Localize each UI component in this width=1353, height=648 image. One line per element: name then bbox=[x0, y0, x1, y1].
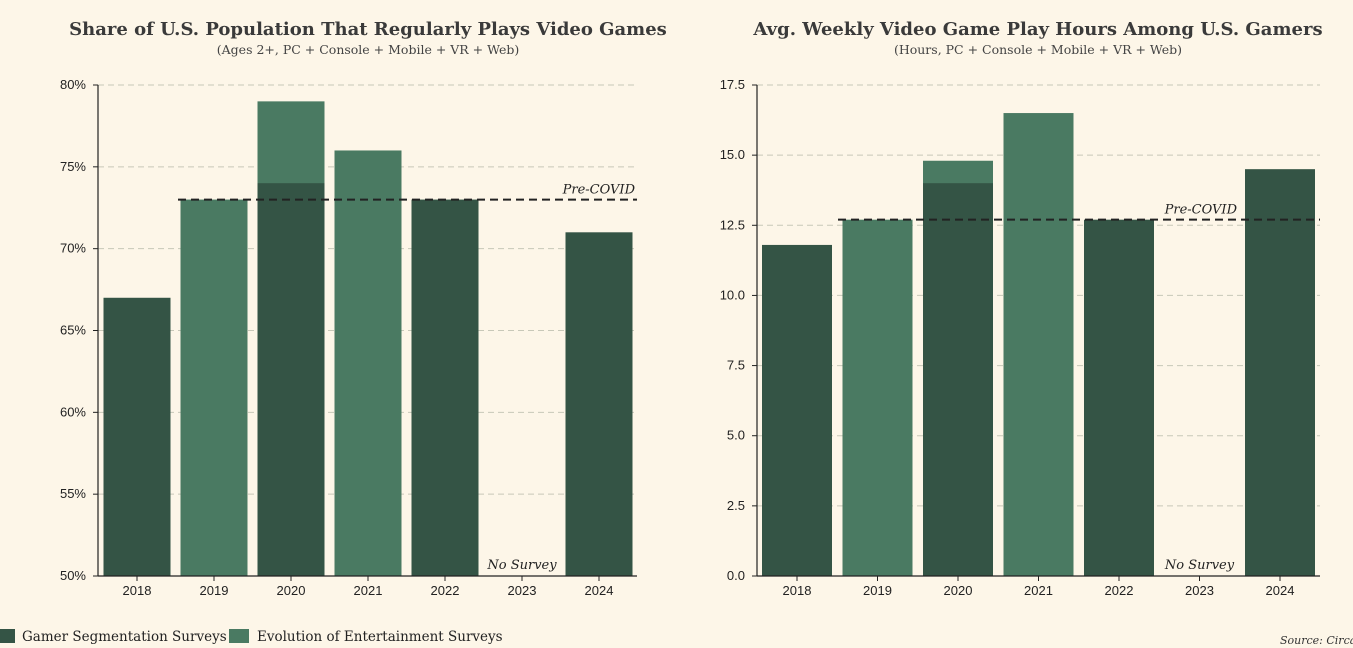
legend-label-gamer-segmentation: Gamer Segmentation Surveys bbox=[22, 629, 227, 645]
chart-2-ytick-label: 15.0 bbox=[720, 147, 745, 162]
chart-1-ytick-label: 80% bbox=[60, 77, 86, 92]
chart-2-no-survey-annotation: No Survey bbox=[1164, 558, 1235, 573]
chart-2-ytick-label: 17.5 bbox=[720, 77, 745, 92]
chart-1-bar-2020-gamer-segmentation bbox=[257, 183, 325, 576]
chart-2-title: Avg. Weekly Video Game Play Hours Among … bbox=[752, 19, 1322, 40]
chart-2-bar-2018-gamer-segmentation bbox=[762, 244, 832, 576]
chart-2-subtitle: (Hours, PC + Console + Mobile + VR + Web… bbox=[894, 42, 1182, 57]
chart-1-bar-2018-gamer-segmentation bbox=[103, 297, 171, 576]
chart-1-no-survey-annotation: No Survey bbox=[486, 558, 557, 573]
chart-2-bar-2021-evolution-entertainment bbox=[1003, 113, 1074, 577]
chart-2-ytick-label: 5.0 bbox=[727, 428, 745, 443]
chart-2-bar-2022-gamer-segmentation bbox=[1084, 219, 1154, 576]
chart-2-ytick-label: 7.5 bbox=[727, 358, 745, 373]
chart-1-subtitle: (Ages 2+, PC + Console + Mobile + VR + W… bbox=[217, 42, 519, 57]
chart-1-ytick-label: 55% bbox=[60, 486, 86, 501]
chart-2-xtick-label: 2024 bbox=[1266, 583, 1295, 598]
chart-2-pre-covid-label: Pre-COVID bbox=[1164, 203, 1238, 218]
chart-2-bar-2019-evolution-entertainment bbox=[842, 219, 913, 576]
chart-1-ytick-label: 50% bbox=[60, 568, 86, 583]
chart-1-xtick-label: 2022 bbox=[431, 583, 460, 598]
chart-2-bar-2024-gamer-segmentation bbox=[1245, 169, 1315, 576]
chart-2-ytick-label: 0.0 bbox=[727, 568, 745, 583]
chart-1-bar-2019-evolution-entertainment bbox=[180, 199, 248, 577]
chart-1-ytick-label: 75% bbox=[60, 159, 86, 174]
chart-1-ytick-label: 70% bbox=[60, 241, 86, 256]
chart-1-xtick-label: 2019 bbox=[200, 583, 229, 598]
chart-2-xtick-label: 2018 bbox=[783, 583, 812, 598]
chart-1-xtick-label: 2020 bbox=[277, 583, 306, 598]
legend: Gamer Segmentation Surveys Evolution of … bbox=[0, 629, 503, 645]
chart-1-bar-2021-evolution-entertainment bbox=[334, 150, 402, 576]
chart-2-ytick-label: 12.5 bbox=[720, 217, 745, 232]
chart-1-plot: 50% 55% 60% 65% 70% 75% 80% 2018 2019 2020 2021 202… bbox=[60, 77, 637, 598]
chart-2-ytick-label: 2.5 bbox=[727, 498, 745, 513]
chart-2-xtick-label: 2020 bbox=[944, 583, 973, 598]
chart-1-xtick-label: 2018 bbox=[123, 583, 152, 598]
chart-2-xtick-label: 2023 bbox=[1185, 583, 1214, 598]
chart-1-bar-2024-gamer-segmentation bbox=[565, 232, 633, 577]
legend-label-evolution-entertainment: Evolution of Entertainment Surveys bbox=[257, 629, 503, 645]
chart-2-xtick-label: 2021 bbox=[1024, 583, 1053, 598]
source-note: Source: Circa bbox=[1280, 634, 1353, 647]
chart-2-xtick-label: 2019 bbox=[863, 583, 892, 598]
chart-1-bar-2022-gamer-segmentation bbox=[411, 199, 479, 577]
chart-1-xtick-label: 2024 bbox=[585, 583, 614, 598]
chart-2-xtick-label: 2022 bbox=[1105, 583, 1134, 598]
chart-1-ytick-label: 65% bbox=[60, 323, 86, 338]
legend-swatch-evolution-entertainment bbox=[229, 629, 249, 643]
chart-1-title: Share of U.S. Population That Regularly … bbox=[69, 19, 667, 40]
chart-1-pre-covid-label: Pre-COVID bbox=[562, 183, 636, 198]
legend-swatch-gamer-segmentation bbox=[0, 629, 15, 643]
chart-2-ytick-label: 10.0 bbox=[720, 287, 745, 302]
chart-1-xtick-label: 2021 bbox=[354, 583, 383, 598]
chart-2-plot: 0.0 2.5 5.0 7.5 10.0 12.5 15.0 17.5 2018 2019 2020… bbox=[720, 77, 1320, 598]
chart-2-bar-2020-gamer-segmentation bbox=[923, 183, 993, 576]
chart-1-xtick-label: 2023 bbox=[508, 583, 537, 598]
chart-1-ytick-label: 60% bbox=[60, 404, 86, 419]
